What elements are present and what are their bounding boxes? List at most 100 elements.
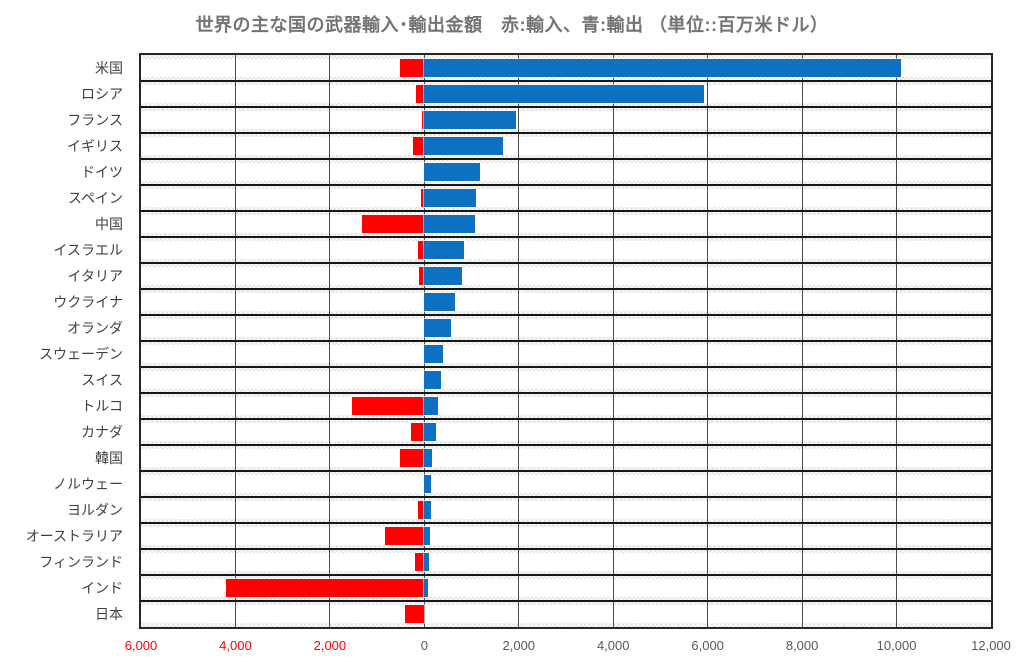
x-tick-label: 4,000 [596,638,630,653]
category-label: フィンランド [39,554,123,570]
row-strip [141,397,991,415]
row-separator [141,496,991,498]
import-bar [400,59,425,77]
row-strip [141,111,991,129]
import-bar [418,267,425,285]
x-tick-label: 12,000 [971,638,1011,653]
category-label: カナダ [81,424,123,440]
row-separator [141,262,991,264]
row-separator [141,366,991,368]
category-label: ドイツ [81,164,123,180]
row-separator [141,522,991,524]
row-strip [141,189,991,207]
export-bar [424,371,441,389]
import-bar [410,423,425,441]
export-bar [424,319,451,337]
category-label: イギリス [67,138,123,154]
row-separator [141,184,991,186]
import-bar [399,449,425,467]
export-bar [424,475,432,493]
import-bar [362,215,425,233]
category-label: オーストラリア [25,528,123,544]
row-strip [141,371,991,389]
export-bar [424,345,444,363]
row-strip [141,449,991,467]
row-strip [141,475,991,493]
row-strip [141,319,991,337]
row-separator [141,288,991,290]
row-separator [141,158,991,160]
row-separator [141,444,991,446]
category-label: 米国 [95,60,123,76]
row-separator [141,314,991,316]
row-separator [141,132,991,134]
export-bar [424,397,438,415]
import-bar [384,527,425,545]
row-separator [141,80,991,82]
import-bar [352,397,425,415]
export-bar [424,189,477,207]
row-strip [141,527,991,545]
export-bar [424,501,431,519]
row-separator [141,600,991,602]
category-label: イスラエル [53,242,123,258]
category-label: スイス [81,372,123,388]
export-bar [424,59,902,77]
chart-title: 世界の主な国の武器輸入･輸出金額 赤:輸入、青:輸出 （単位::百万米ドル） [195,15,829,35]
x-tick-label: 8,000 [785,638,819,653]
row-strip [141,293,991,311]
row-separator [141,340,991,342]
category-label: スウェーデン [39,346,123,362]
export-bar [424,215,476,233]
category-label: フランス [67,112,123,128]
category-axis: 米国ロシアフランスイギリスドイツスペイン中国イスラエルイタリアウクライナオランダ… [0,55,132,627]
export-bar [424,267,462,285]
export-bar [424,553,429,571]
row-separator [141,106,991,108]
import-bar [422,111,425,129]
export-bar [424,137,504,155]
category-label: イタリア [67,268,123,284]
import-bar [418,501,425,519]
export-bar [424,163,481,181]
row-separator [141,470,991,472]
plot-area [139,53,993,629]
import-bar [226,579,425,597]
row-strip [141,163,991,181]
export-bar [424,111,517,129]
row-strip [141,501,991,519]
x-tick-label: 2,000 [502,638,536,653]
export-bar [424,423,437,441]
import-bar [416,85,425,103]
category-label: 中国 [95,216,123,232]
row-strip [141,241,991,259]
import-bar [405,605,425,623]
export-bar [424,527,430,545]
row-strip [141,605,991,623]
row-strip [141,137,991,155]
category-label: ヨルダン [67,502,123,518]
row-separator [141,418,991,420]
row-strip [141,345,991,363]
category-label: ノルウェー [53,476,123,492]
category-label: オランダ [67,320,123,336]
export-bar [424,85,705,103]
export-bar [424,449,433,467]
import-bar [415,553,425,571]
row-separator [141,392,991,394]
export-bar [424,579,429,597]
category-label: ロシア [81,86,123,102]
category-label: ウクライナ [53,294,123,310]
row-separator [141,574,991,576]
category-label: スペイン [67,190,123,206]
x-tick-label: 0 [420,638,428,653]
x-tick-label: 10,000 [876,638,917,653]
row-separator [141,210,991,212]
x-tick-label: 6,000 [124,638,158,653]
x-tick-label: 6,000 [691,638,724,653]
row-strip [141,553,991,571]
category-label: トルコ [81,398,123,414]
x-axis: 6,000 4,000 2,000 0 2,000 4,000 6,000 8,000 10,0… [125,638,1011,658]
row-separator [141,236,991,238]
